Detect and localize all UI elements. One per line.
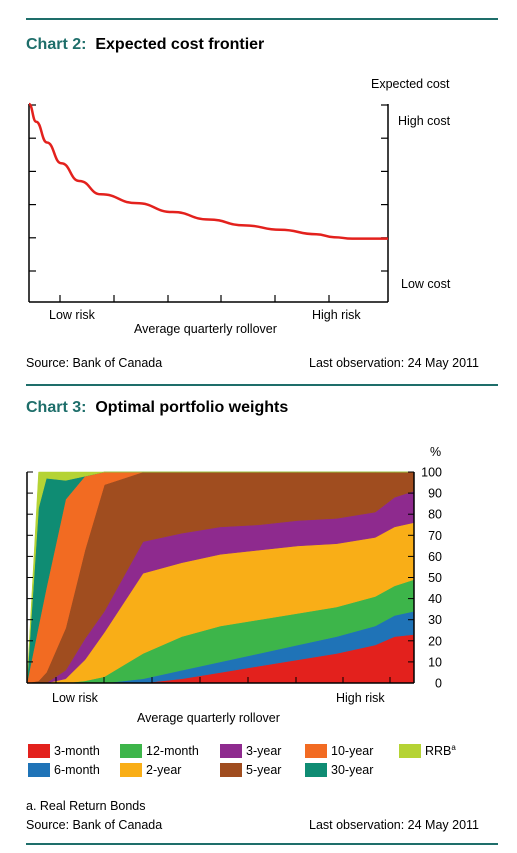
chart3-ytick-label: 50	[428, 571, 442, 585]
chart3-ytick-label: 80	[428, 508, 442, 522]
legend-item-30-year: 30-year	[305, 762, 373, 778]
bottom-rule	[26, 843, 498, 845]
legend-superscript: a	[451, 743, 456, 753]
chart3-ytick-label: 100	[421, 466, 442, 480]
chart2-last-observation: Last observation: 24 May 2011	[309, 356, 480, 370]
top-rule	[26, 18, 498, 20]
legend-swatch	[120, 744, 142, 758]
legend-item-3-month: 3-month	[28, 743, 100, 759]
legend-item-6-month: 6-month	[28, 762, 100, 778]
legend-item-12-month: 12-month	[120, 743, 199, 759]
chart3-title: Chart 3: Optimal portfolio weights	[26, 399, 288, 417]
legend-label: 6-month	[54, 763, 100, 777]
chart3-footnote: a. Real Return Bonds	[26, 799, 146, 813]
legend-label: 10-year	[331, 744, 374, 758]
chart3-legend: 3-month 12-month 3-year 10-year RRBa 6-month 2…	[28, 743, 498, 783]
chart2-xtick-high: High risk	[312, 308, 361, 322]
legend-label: 30-year	[331, 763, 374, 777]
chart3-ytick-label: 30	[428, 613, 442, 627]
legend-swatch	[220, 744, 242, 758]
legend-swatch	[305, 763, 327, 777]
chart2-title: Chart 2: Expected cost frontier	[26, 36, 264, 54]
chart3-y-unit: %	[430, 445, 442, 459]
legend-item-10-year: 10-year	[305, 743, 373, 759]
legend-item-2-year: 2-year	[120, 762, 181, 778]
chart3-ytick-label: 90	[428, 487, 442, 501]
legend-item-3-year: 3-year	[220, 743, 281, 759]
chart3-xtick-high: High risk	[336, 691, 385, 705]
chart3-ytick-label: 10	[428, 655, 442, 669]
legend-item-rrba: RRBa	[399, 743, 456, 759]
chart3-ytick-label: 0	[435, 677, 442, 691]
chart3-source: Source: Bank of Canada	[26, 818, 163, 832]
chart3-title-text: Optimal portfolio weights	[95, 399, 289, 416]
chart2-xlabel: Average quarterly rollover	[134, 322, 277, 336]
legend-swatch	[220, 763, 242, 777]
legend-label: 3-month	[54, 744, 100, 758]
legend-label: RRBa	[425, 743, 456, 759]
chart2-title-text: Expected cost frontier	[95, 36, 265, 53]
legend-label: 2-year	[146, 763, 182, 777]
area-rrba	[26, 471, 414, 684]
chart2-ytick-low: Low cost	[401, 277, 451, 291]
legend-swatch	[28, 744, 50, 758]
chart3-ytick-label: 60	[428, 550, 442, 564]
chart3-xtick-low: Low risk	[52, 691, 98, 705]
chart2-series-line	[28, 102, 388, 240]
chart3-number: Chart 3:	[26, 399, 87, 416]
legend-label: 12-month	[146, 744, 199, 758]
legend-swatch	[120, 763, 142, 777]
chart2-source: Source: Bank of Canada	[26, 356, 163, 370]
legend-item-5-year: 5-year	[220, 762, 281, 778]
chart2-ytick-high: High cost	[398, 114, 451, 128]
chart2-xtick-low: Low risk	[49, 308, 95, 322]
chart3-xlabel: Average quarterly rollover	[137, 711, 280, 725]
middle-rule	[26, 384, 498, 386]
legend-swatch	[399, 744, 421, 758]
chart3-ytick-label: 70	[428, 529, 442, 543]
legend-swatch	[305, 744, 327, 758]
legend-label: 5-year	[246, 763, 282, 777]
chart3-last-observation: Last observation: 24 May 2011	[309, 818, 480, 832]
legend-label: 3-year	[246, 744, 282, 758]
legend-swatch	[28, 763, 50, 777]
chart2-ylabel: Expected cost	[371, 77, 450, 91]
chart3-ytick-label: 40	[428, 592, 442, 606]
chart3-ytick-label: 20	[428, 634, 442, 648]
chart2-number: Chart 2:	[26, 36, 87, 53]
